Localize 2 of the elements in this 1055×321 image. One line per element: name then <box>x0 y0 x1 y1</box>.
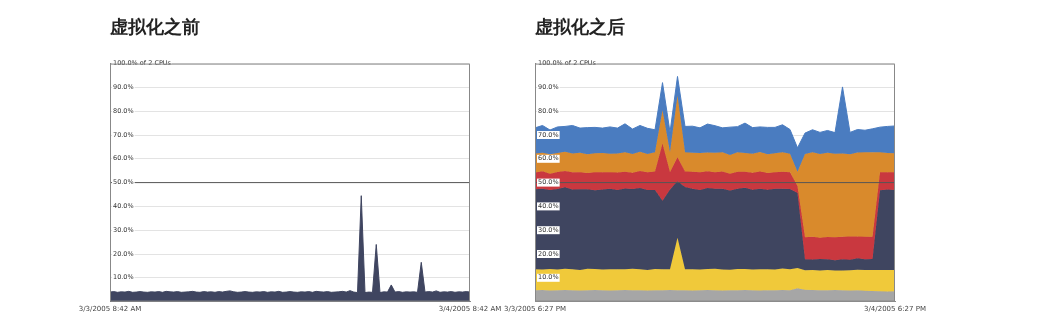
chart-title: 虚拟化之前 <box>109 16 200 38</box>
chart-title: 虚拟化之后 <box>534 16 625 38</box>
